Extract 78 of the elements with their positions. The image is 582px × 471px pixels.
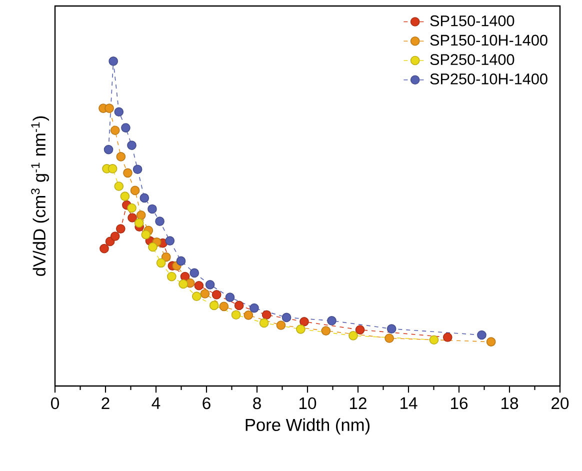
point bbox=[225, 292, 235, 302]
point bbox=[200, 289, 210, 298]
legend-label: SP150-1400 bbox=[430, 15, 514, 26]
point bbox=[234, 300, 244, 310]
x-tick-label: 12 bbox=[350, 397, 366, 410]
point bbox=[178, 279, 188, 289]
point bbox=[121, 123, 130, 132]
point bbox=[355, 325, 365, 334]
point bbox=[104, 104, 114, 113]
point bbox=[108, 56, 118, 66]
point bbox=[327, 316, 336, 326]
point bbox=[110, 126, 120, 136]
point bbox=[176, 256, 186, 266]
point bbox=[141, 230, 151, 240]
y-axis-title: dV/dD (cm$^{3}$ g$^{-1}$ nm$^{-1}$) bbox=[31, 116, 49, 276]
x-tick-label: 18 bbox=[502, 397, 518, 410]
point bbox=[231, 310, 241, 320]
x-tick-label: 14 bbox=[400, 397, 418, 409]
point bbox=[442, 332, 452, 342]
point bbox=[123, 168, 132, 178]
point bbox=[110, 232, 120, 241]
point bbox=[165, 236, 175, 246]
x-axis-title: Pore Width (nm) bbox=[246, 418, 370, 434]
point bbox=[132, 164, 142, 174]
point bbox=[127, 140, 136, 150]
point bbox=[219, 302, 229, 312]
point bbox=[148, 204, 157, 214]
point bbox=[114, 182, 124, 191]
point bbox=[205, 280, 215, 290]
point bbox=[209, 300, 219, 310]
point bbox=[136, 210, 146, 220]
point bbox=[192, 292, 202, 302]
point bbox=[161, 252, 171, 262]
point bbox=[114, 107, 124, 117]
legend-label: SP250-1400 bbox=[430, 54, 514, 65]
point bbox=[104, 144, 114, 154]
point bbox=[148, 242, 158, 252]
point bbox=[348, 330, 358, 340]
point bbox=[296, 324, 306, 334]
x-tick-label: 2 bbox=[102, 397, 110, 410]
point bbox=[276, 320, 286, 330]
point bbox=[108, 164, 118, 174]
x-tick-label: 0 bbox=[51, 397, 59, 410]
point bbox=[155, 216, 164, 226]
point bbox=[429, 335, 439, 345]
point bbox=[486, 337, 496, 346]
legend-label: SP250-10H-1400 bbox=[430, 74, 548, 84]
point bbox=[262, 310, 272, 320]
point bbox=[116, 152, 126, 162]
point bbox=[250, 303, 259, 313]
point bbox=[259, 318, 269, 328]
point bbox=[166, 272, 176, 282]
point bbox=[156, 258, 166, 268]
point bbox=[386, 324, 396, 334]
x-tick-label: 10 bbox=[300, 397, 316, 410]
point bbox=[127, 203, 136, 213]
point bbox=[212, 290, 222, 300]
point bbox=[244, 310, 254, 320]
point bbox=[120, 192, 130, 201]
point bbox=[128, 213, 137, 222]
x-tick-label: 20 bbox=[552, 397, 569, 410]
point bbox=[130, 186, 140, 196]
x-tick-label: 6 bbox=[202, 397, 210, 410]
x-tick-label: 16 bbox=[451, 397, 468, 410]
x-tick-label: 4 bbox=[152, 397, 160, 409]
point bbox=[321, 326, 331, 336]
point bbox=[300, 317, 309, 326]
point bbox=[194, 280, 204, 290]
point bbox=[140, 193, 150, 203]
point bbox=[100, 244, 109, 254]
point bbox=[190, 268, 200, 278]
point bbox=[116, 224, 126, 234]
x-tick-label: 8 bbox=[253, 397, 261, 410]
point bbox=[477, 330, 486, 340]
point bbox=[282, 312, 292, 322]
point bbox=[134, 218, 144, 228]
point bbox=[384, 334, 394, 343]
legend-label: SP150-10H-1400 bbox=[430, 34, 548, 46]
